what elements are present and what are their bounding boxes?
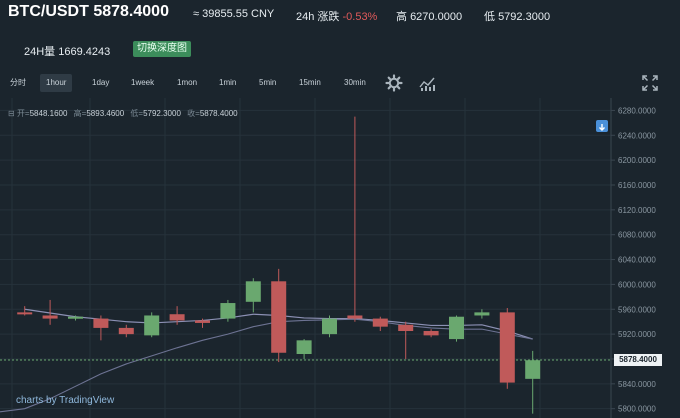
pair-price: BTC/USDT 5878.4000 — [8, 3, 169, 20]
high-label: 高= — [73, 109, 87, 118]
low-value: 5792.3000 — [143, 109, 181, 118]
candle-body — [271, 281, 287, 353]
indicators-icon[interactable] — [418, 74, 436, 92]
y-tick-label: 5920.0000 — [618, 330, 656, 339]
candle[interactable] — [525, 350, 541, 414]
candle-body — [499, 312, 515, 383]
candle[interactable] — [17, 306, 33, 316]
ma-line-2 — [0, 318, 533, 413]
low-label: 低 — [484, 11, 495, 23]
close-value: 5878.4000 — [199, 109, 238, 118]
fullscreen-icon[interactable] — [641, 74, 659, 92]
candle-body — [423, 331, 439, 336]
high-value: 6270.0000 — [410, 11, 463, 23]
last-price-tag: 5878.4000 — [614, 353, 662, 366]
change-24h: 24h 涨跌 -0.53% — [296, 8, 377, 24]
candle[interactable] — [499, 308, 515, 389]
candle[interactable] — [474, 309, 490, 319]
change-value: -0.53% — [342, 11, 378, 23]
candle-body — [68, 316, 83, 319]
arrow-down-icon — [599, 124, 605, 131]
candle-body — [525, 360, 541, 379]
change-label: 24h 涨跌 — [296, 11, 340, 23]
candle-body — [169, 314, 185, 321]
open-value: 5848.1600 — [29, 109, 68, 118]
timeframe-1day[interactable]: 1day — [92, 78, 110, 87]
cny-price: ≈ 39855.55 CNY — [193, 8, 275, 20]
candle-body — [144, 315, 160, 336]
y-tick-label: 6200.0000 — [618, 156, 656, 165]
candle[interactable] — [398, 321, 414, 359]
candle[interactable] — [296, 339, 312, 359]
y-tick-label: 6080.0000 — [618, 231, 656, 240]
candle-body — [195, 320, 210, 323]
candle[interactable] — [42, 299, 58, 325]
toggle-depth-chart-button[interactable]: 切换深度图 — [133, 41, 191, 57]
timeframe-time-sharing[interactable]: 分时 — [10, 78, 26, 87]
timeframe-5min[interactable]: 5min — [259, 78, 277, 87]
high-24h: 高 6270.0000 — [396, 8, 462, 24]
candle[interactable] — [118, 324, 134, 338]
y-tick-label: 5800.0000 — [618, 405, 656, 414]
candle[interactable] — [169, 306, 185, 325]
close-label: 收= — [187, 109, 200, 118]
tradingview-watermark[interactable]: charts by TradingView — [16, 395, 115, 406]
y-tick-label: 6040.0000 — [618, 256, 656, 265]
chart-toolbar: 分时 1hour 1day 1week 1mon 1min 5min 15min… — [0, 70, 680, 96]
ohlc-legend: ⊟ 开=5848.1600 高=5893.4600 低=5792.3000 收=… — [8, 108, 242, 119]
timeframe-1min[interactable]: 1min — [219, 78, 237, 87]
scroll-to-latest-button[interactable] — [596, 120, 608, 132]
gear-icon[interactable] — [385, 74, 403, 92]
candle[interactable] — [220, 299, 236, 322]
y-tick-label: 5840.0000 — [618, 380, 656, 389]
timeframe-30min[interactable]: 30min — [344, 78, 366, 87]
candle-body — [449, 316, 464, 340]
open-label: 开= — [16, 109, 30, 118]
candle[interactable] — [245, 278, 261, 313]
candle-body — [118, 327, 134, 335]
candle[interactable] — [449, 315, 464, 342]
candle[interactable] — [322, 315, 337, 338]
y-tick-label: 6240.0000 — [618, 131, 656, 140]
y-tick-label: 5960.0000 — [618, 305, 656, 314]
high-value: 5893.4600 — [86, 109, 125, 118]
candle[interactable] — [93, 315, 109, 341]
ticker-header: BTC/USDT 5878.4000 ≈ 39855.55 CNY 24h 涨跌… — [0, 0, 680, 66]
candle-body — [17, 312, 33, 315]
candle-body — [93, 318, 109, 328]
candlestick-chart[interactable]: 6280.0000 6240.0000 6200.0000 6160.0000 6120… — [0, 98, 680, 418]
candle-body — [296, 340, 312, 354]
candle-body — [220, 303, 236, 319]
y-tick-label: 6000.0000 — [618, 280, 656, 289]
candle[interactable] — [195, 318, 210, 328]
timeframe-1week[interactable]: 1week — [131, 78, 155, 87]
timeframe-1hour[interactable]: 1hour — [40, 74, 73, 92]
candle[interactable] — [144, 312, 160, 338]
candle[interactable] — [68, 315, 83, 321]
high-label: 高 — [396, 11, 407, 23]
candle-body — [245, 281, 261, 302]
low-24h: 低 5792.3000 — [484, 8, 550, 24]
candle-body — [474, 312, 490, 316]
y-tick-label: 6280.0000 — [618, 106, 656, 115]
candle-body — [372, 318, 388, 327]
collapse-icon[interactable]: ⊟ — [8, 109, 17, 118]
candle[interactable] — [271, 268, 287, 363]
candle-body — [42, 315, 58, 319]
candle[interactable] — [372, 316, 388, 332]
volume-24h: 24H量 1669.4243 — [24, 46, 111, 58]
y-tick-label: 6160.0000 — [618, 181, 656, 190]
candle[interactable] — [423, 329, 439, 338]
timeframe-1mon[interactable]: 1mon — [177, 78, 198, 87]
candle-body — [322, 318, 337, 335]
candle-body — [347, 315, 363, 319]
timeframe-15min[interactable]: 15min — [299, 78, 321, 87]
y-tick-label: 6120.0000 — [618, 206, 656, 215]
low-value: 5792.3000 — [498, 11, 551, 23]
candle[interactable] — [347, 116, 363, 322]
low-label: 低= — [130, 109, 144, 118]
candle-body — [398, 324, 414, 332]
